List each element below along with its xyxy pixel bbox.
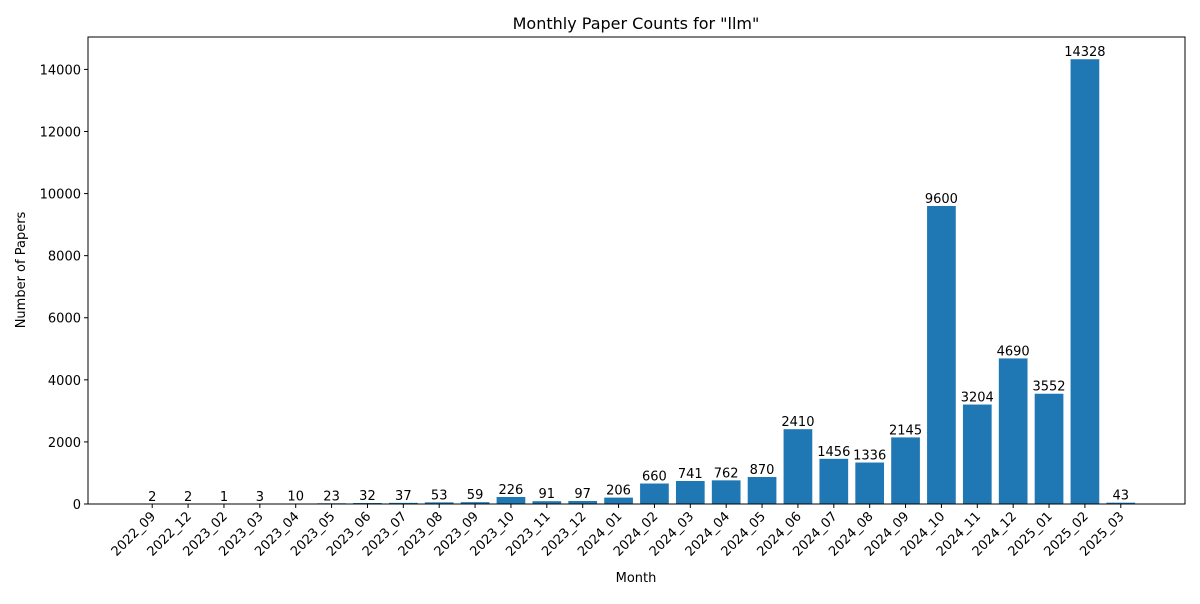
y-tick-label: 6000: [48, 312, 81, 327]
bar-2024_09: [891, 437, 920, 504]
data-label-2025_02: 14328: [1064, 45, 1105, 60]
data-label-2025_03: 43: [1113, 489, 1130, 504]
data-label-2024_08: 1336: [853, 449, 886, 464]
bar-2024_02: [640, 484, 669, 504]
bar-2024_03: [676, 481, 705, 504]
data-label-2024_02: 660: [642, 470, 667, 485]
data-label-2023_07: 37: [395, 489, 412, 504]
data-label-2023_10: 226: [499, 483, 524, 498]
data-label-2024_04: 762: [714, 466, 739, 481]
data-label-2023_04: 10: [287, 490, 304, 505]
data-label-2024_03: 741: [678, 467, 703, 482]
data-label-2024_10: 9600: [925, 192, 958, 207]
data-label-2023_08: 53: [431, 488, 448, 503]
bar-2024_04: [712, 480, 741, 504]
data-label-2024_07: 1456: [817, 445, 850, 460]
bar-2024_12: [999, 358, 1028, 504]
y-tick-label: 14000: [40, 63, 81, 78]
data-label-2023_09: 59: [467, 488, 484, 503]
data-label-2024_11: 3204: [961, 391, 994, 406]
x-axis-label: Month: [616, 571, 657, 586]
data-label-2024_12: 4690: [997, 344, 1030, 359]
y-tick-label: 0: [73, 498, 81, 513]
y-tick-label: 8000: [48, 250, 81, 265]
y-tick-label: 2000: [48, 436, 81, 451]
data-label-2023_11: 91: [539, 487, 556, 502]
bar-2025_02: [1071, 59, 1100, 504]
data-label-2023_12: 97: [574, 487, 591, 502]
data-label-2023_06: 32: [359, 489, 376, 504]
y-tick-label: 4000: [48, 374, 81, 389]
bar-2023_10: [497, 497, 526, 504]
y-tick-label: 12000: [40, 125, 81, 140]
data-label-2024_06: 2410: [781, 415, 814, 430]
data-label-2022_12: 2: [184, 490, 192, 505]
chart-title: Monthly Paper Counts for "llm": [513, 14, 760, 33]
bar-2024_05: [748, 477, 777, 504]
data-label-2023_03: 3: [256, 490, 264, 505]
data-label-2025_01: 3552: [1032, 380, 1065, 395]
bar-2024_08: [855, 463, 884, 504]
y-axis-label: Number of Papers: [14, 211, 29, 328]
bar-2025_01: [1035, 394, 1064, 504]
bar-2024_07: [819, 459, 848, 504]
bar-2024_06: [784, 429, 813, 504]
bar-2024_11: [963, 405, 992, 504]
data-label-2024_05: 870: [750, 463, 775, 478]
data-label-2024_01: 206: [606, 484, 631, 499]
bar-2024_10: [927, 206, 956, 504]
data-label-2022_09: 2: [148, 490, 156, 505]
data-label-2023_02: 1: [220, 490, 228, 505]
data-label-2023_05: 23: [323, 489, 340, 504]
data-label-2024_09: 2145: [889, 423, 922, 438]
y-tick-label: 10000: [40, 188, 81, 203]
